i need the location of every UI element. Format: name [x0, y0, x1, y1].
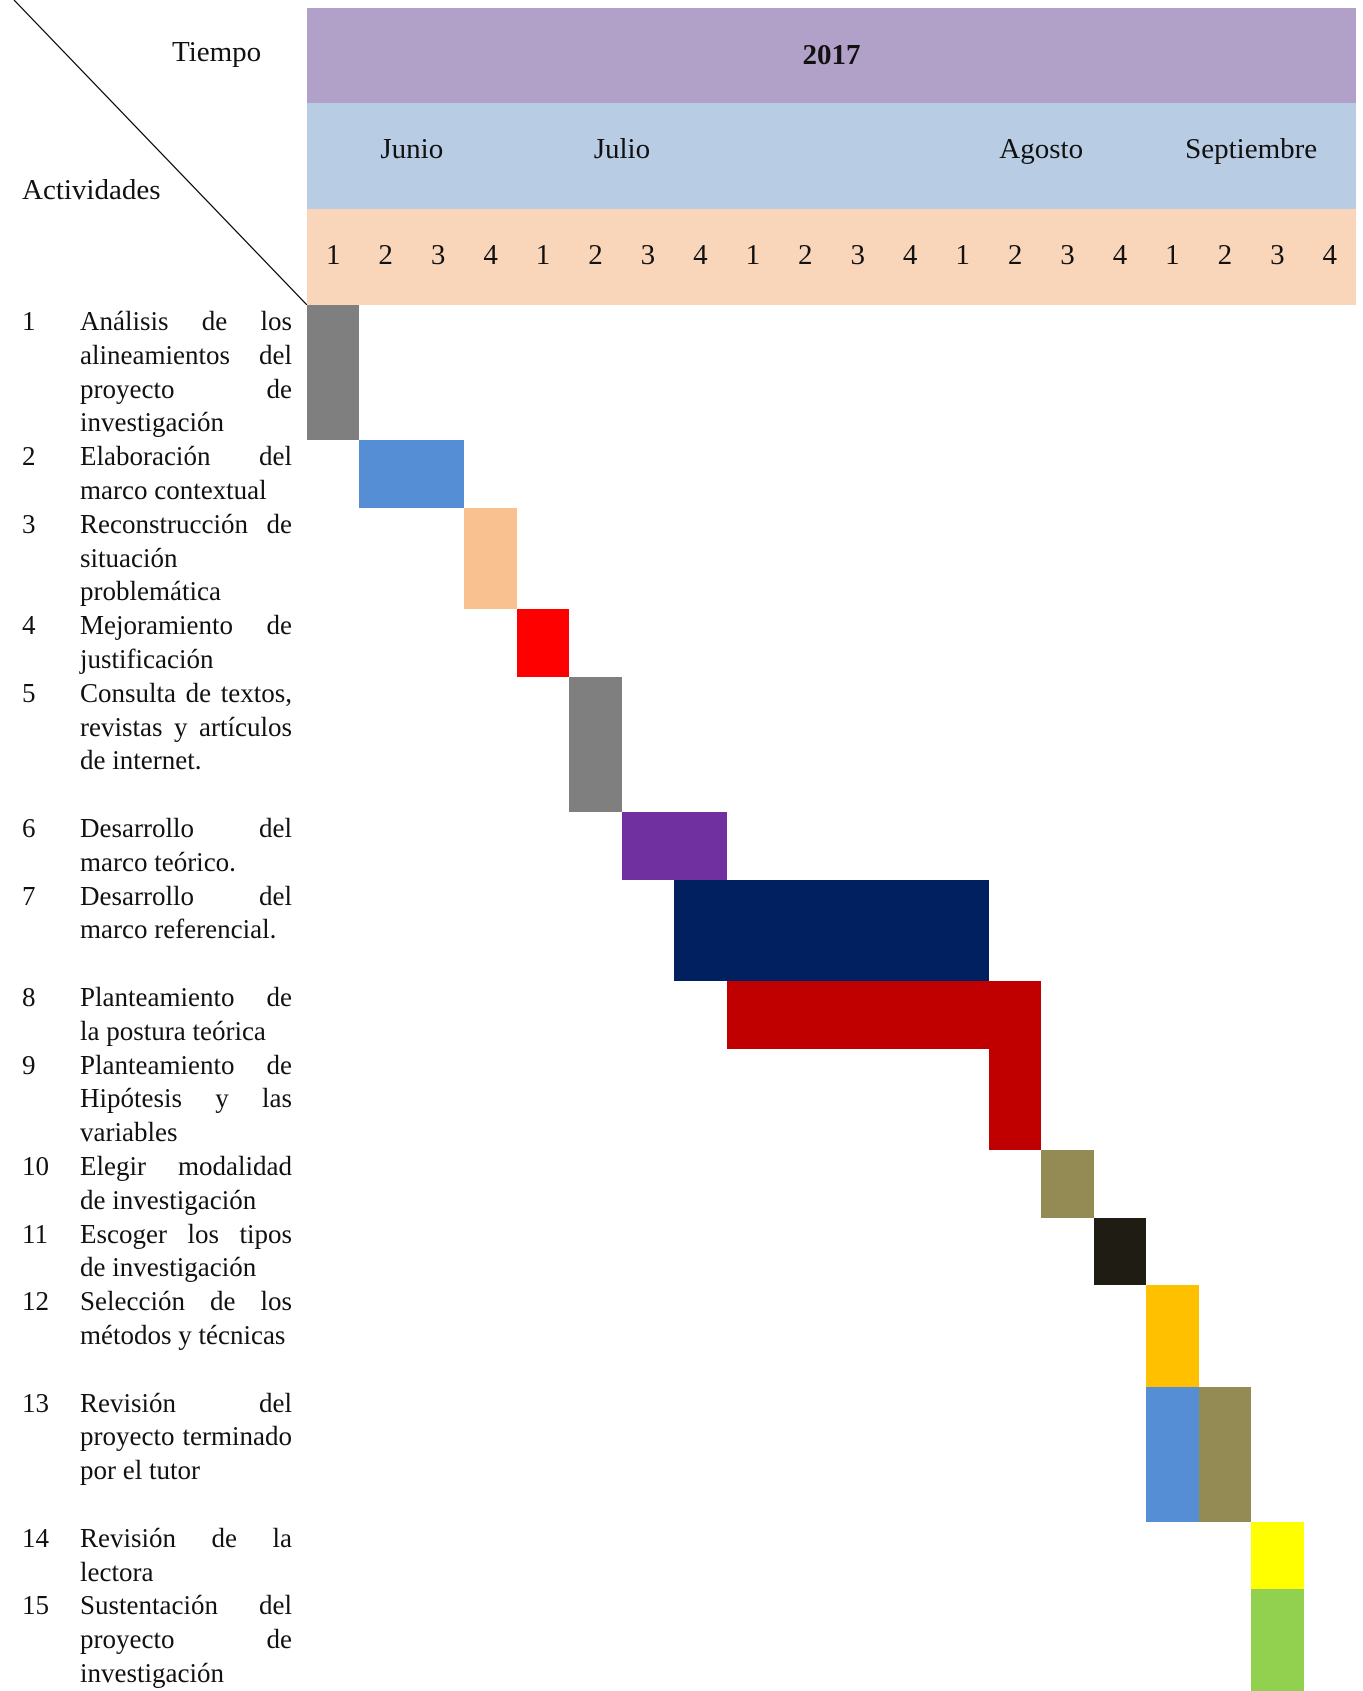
gantt-bar-activity-7 — [674, 879, 989, 981]
year-header: 2017 — [307, 8, 1356, 103]
week-label: 1 — [955, 239, 970, 271]
activity-name: Desarrollo del marco referencial. — [80, 880, 292, 945]
activity-name: Planteamiento de Hipótesis y las variabl… — [80, 1049, 292, 1148]
week-label: 3 — [1060, 239, 1075, 271]
gantt-bar-activity-6 — [621, 812, 727, 880]
activity-name: Desarrollo del marco teórico. — [80, 813, 292, 877]
gantt-bar-activity-13 — [1146, 1386, 1199, 1522]
activity-name: Mejoramiento de justificación — [80, 610, 292, 674]
activity-row: 9 Planteamiento de Hipótesis y las variab… — [0, 1049, 295, 1150]
activity-number: 7 — [22, 880, 36, 911]
week-label: 1 — [325, 239, 341, 271]
activity-number: 11 — [22, 1218, 48, 1249]
activity-row: 10 Elegir modalidad de investigación — [0, 1150, 295, 1218]
gantt-bar-activity-4 — [516, 609, 570, 677]
activity-row: 11 Escoger los tipos de investigación — [0, 1218, 295, 1286]
week-label: 3 — [1270, 239, 1285, 271]
activity-row: 7 Desarrollo del marco referencial. — [0, 880, 295, 981]
activity-number: 1 — [22, 306, 36, 336]
activity-name: Elegir modalidad de investigación — [80, 1151, 292, 1215]
gantt-bar-activity-9 — [988, 1048, 1042, 1150]
time-axis-label: Tiempo — [172, 36, 262, 68]
activity-row: 15 Sustentación del proyecto de investiga… — [0, 1589, 295, 1690]
activity-row: 3 Reconstrucción de situación problemátic… — [0, 508, 295, 609]
week-label: 2 — [1007, 239, 1023, 271]
activity-number: 10 — [22, 1151, 49, 1181]
week-label: 3 — [850, 239, 865, 271]
week-label: 1 — [745, 239, 761, 271]
gantt-bar-activity-8 — [726, 981, 1042, 1049]
gantt-bar-activity-14 — [1251, 1521, 1304, 1590]
activity-row: 8 Planteamiento de la postura teórica — [0, 981, 295, 1049]
activity-name: Análisis de los alineamientos del proyec… — [80, 306, 292, 438]
activity-name: Revisión de la lectora — [80, 1522, 292, 1587]
gantt-bar-activity-2 — [359, 440, 465, 508]
month-label: Septiembre — [1185, 133, 1318, 165]
months-header: Junio Julio Agosto Septiembre — [307, 103, 1356, 209]
week-label: 2 — [798, 239, 813, 271]
activity-row: 12 Selección de los métodos y técnicas — [0, 1285, 295, 1386]
activity-row: 4 Mejoramiento de justificación — [0, 609, 295, 677]
gantt-bar-activity-11 — [1093, 1217, 1147, 1286]
activity-name: Selección de los métodos y técnicas — [80, 1286, 292, 1350]
activity-row: 2 Elaboración del marco contextual — [0, 440, 295, 508]
activity-number: 12 — [22, 1286, 49, 1317]
activity-number: 13 — [22, 1387, 49, 1418]
week-label: 4 — [1322, 239, 1338, 271]
weeks-header: 1 2 3 4 1 2 3 4 1 2 3 4 1 2 3 4 1 2 3 4 — [307, 209, 1356, 305]
week-label: 2 — [378, 239, 393, 271]
week-label: 4 — [483, 239, 498, 271]
activity-name: Revisión del proyecto terminado por el t… — [80, 1387, 292, 1486]
gantt-bar-activity-15 — [1251, 1589, 1304, 1691]
activity-number: 4 — [22, 610, 36, 641]
activity-row: 1 Análisis de los alineamientos del proye… — [0, 305, 295, 440]
gantt-bar-activity-3 — [464, 507, 517, 610]
gantt-bar-activity-12 — [1146, 1285, 1199, 1387]
activity-number: 9 — [22, 1049, 36, 1080]
week-label: 1 — [535, 239, 551, 271]
year-label: 2017 — [802, 39, 861, 71]
activity-row: 13 Revisión del proyecto terminado por el… — [0, 1387, 295, 1522]
activity-number: 6 — [22, 813, 36, 843]
activity-row: 5 Consulta de textos, revistas y artículo… — [0, 677, 295, 812]
week-label: 3 — [640, 239, 656, 271]
activity-row: 14 Revisión de la lectora — [0, 1522, 295, 1590]
gantt-bar-activity-10 — [1041, 1150, 1094, 1218]
month-label: Junio — [380, 133, 444, 165]
gantt-bars-area — [307, 305, 1356, 1691]
activity-number: 3 — [22, 508, 36, 539]
gantt-bar-activity-1 — [307, 305, 360, 441]
week-label: 4 — [1112, 239, 1128, 271]
week-label: 1 — [1165, 239, 1180, 271]
activity-number: 2 — [22, 441, 36, 472]
activity-number: 5 — [22, 677, 36, 708]
week-label: 4 — [902, 239, 918, 271]
month-label: Agosto — [999, 133, 1084, 165]
activities-axis-label: Actividades — [22, 174, 161, 206]
activity-name: Elaboración del marco contextual — [80, 441, 292, 505]
gantt-bar-activity-5 — [569, 676, 622, 812]
month-label: Julio — [593, 133, 651, 165]
activity-name: Reconstrucción de situación problemática — [80, 508, 292, 607]
week-label: 2 — [1217, 239, 1233, 271]
activity-name: Escoger los tipos de investigación — [80, 1218, 292, 1283]
week-label: 4 — [693, 239, 708, 271]
header-corner-cell: Tiempo Actividades — [0, 0, 307, 305]
gantt-bar-activity-13 — [1198, 1386, 1252, 1522]
activity-name: Sustentación del proyecto de investigaci… — [80, 1590, 292, 1688]
activity-number: 14 — [22, 1522, 49, 1553]
activity-name: Consulta de textos, revistas y artículos… — [80, 677, 292, 776]
activity-name: Planteamiento de la postura teórica — [80, 982, 292, 1046]
activity-row: 6 Desarrollo del marco teórico. — [0, 812, 295, 880]
activity-number: 8 — [22, 982, 36, 1012]
activity-number: 15 — [22, 1590, 49, 1621]
week-label: 3 — [430, 239, 446, 271]
week-label: 2 — [588, 239, 603, 271]
diagonal-divider — [13, 0, 307, 305]
